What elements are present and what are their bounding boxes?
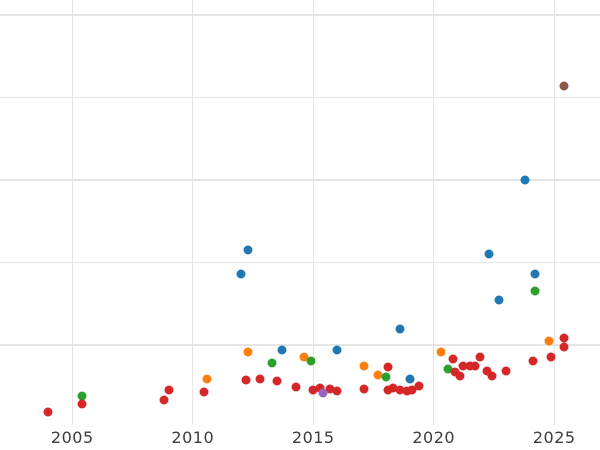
data-point-red [325, 384, 335, 394]
data-point-red [359, 384, 369, 394]
data-point-red [43, 407, 53, 417]
data-point-green [443, 364, 453, 374]
gridline-horizontal [0, 261, 600, 264]
gridline-vertical [433, 0, 435, 425]
data-point-green [77, 391, 87, 401]
data-point-green [530, 286, 540, 296]
data-point-blue [332, 345, 342, 355]
data-point-red [383, 385, 393, 394]
data-point-red [475, 352, 485, 362]
data-point-green [267, 358, 277, 368]
data-point-red [487, 371, 497, 381]
data-point-red [465, 361, 475, 371]
data-point-red [528, 356, 538, 366]
data-point-orange [373, 370, 383, 380]
x-tick-label: 2020 [412, 428, 456, 447]
data-point-red [470, 361, 480, 371]
data-point-red [546, 352, 556, 361]
data-point-red [199, 387, 209, 397]
data-point-red [458, 361, 468, 371]
data-point-green [381, 372, 391, 382]
x-tick-label: 2025 [532, 428, 576, 447]
plot-area [0, 0, 600, 425]
data-point-orange [436, 347, 446, 357]
data-point-orange [202, 374, 212, 384]
data-point-blue [494, 295, 504, 305]
data-point-blue [243, 245, 253, 255]
data-point-blue [530, 269, 540, 279]
data-point-red [388, 383, 398, 393]
data-point-red [291, 382, 301, 392]
x-tick-label: 2015 [291, 428, 335, 447]
data-point-red [559, 342, 569, 352]
data-point-red [455, 371, 465, 381]
gridline-vertical [553, 0, 555, 425]
data-point-red [407, 385, 417, 394]
data-point-red [332, 386, 342, 396]
data-point-orange [243, 347, 253, 357]
data-point-green [306, 356, 316, 366]
data-point-blue [395, 324, 405, 334]
gridline-vertical [71, 0, 73, 425]
data-point-red [482, 366, 492, 376]
data-point-red [395, 385, 405, 395]
data-point-red [402, 386, 412, 396]
data-point-red [77, 399, 87, 409]
data-point-red [450, 367, 460, 377]
gridline-horizontal [0, 344, 600, 346]
data-point-red [241, 375, 251, 385]
data-point-red [501, 366, 511, 376]
data-point-brown [559, 81, 569, 91]
data-point-red [272, 376, 282, 386]
x-tick-label: 2005 [50, 428, 94, 447]
gridline-horizontal [0, 96, 600, 99]
data-point-red [383, 362, 393, 372]
data-point-blue [520, 175, 530, 185]
data-point-blue [405, 374, 415, 384]
data-point-red [308, 385, 318, 395]
data-point-blue [484, 249, 494, 259]
data-point-orange [299, 352, 309, 361]
data-point-purple [318, 388, 328, 398]
data-point-red [255, 374, 265, 384]
data-point-red [159, 395, 169, 405]
data-point-red [448, 354, 458, 364]
data-point-blue [236, 269, 246, 279]
x-tick-label: 2010 [171, 428, 215, 447]
data-point-orange [544, 336, 554, 346]
data-point-orange [359, 361, 369, 371]
data-point-red [414, 381, 424, 391]
data-point-red [315, 383, 325, 393]
data-point-blue [277, 345, 287, 355]
data-point-red [164, 385, 174, 395]
gridline-horizontal [0, 179, 600, 181]
data-point-red [559, 333, 569, 343]
gridline-vertical [312, 0, 314, 425]
gridline-horizontal [0, 14, 600, 16]
gridline-vertical [192, 0, 194, 425]
